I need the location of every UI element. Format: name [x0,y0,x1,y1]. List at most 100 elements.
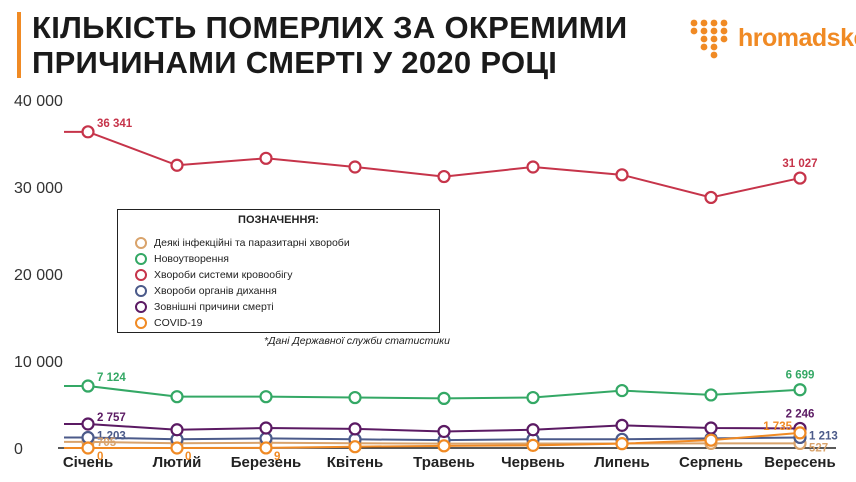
data-point [437,424,451,439]
logo-dot [710,43,718,51]
data-point [526,390,540,405]
data-point [81,417,95,431]
series-1 [64,379,807,406]
x-tick-label: Лютий [153,454,202,471]
logo-dot [690,19,698,27]
y-tick-label: 20 000 [14,267,63,284]
data-point [81,125,95,139]
hromadske-logo: hromadske [688,18,856,62]
legend-item: Зовнішні причини смерті [134,300,274,314]
legend-item-label: Деякі інфекційні та паразитарні хвороби [154,237,350,249]
chart-title-line-2: ПРИЧИНАМИ СМЕРТІ У 2020 РОЦІ [32,45,558,80]
data-point [704,388,718,402]
data-point [704,190,718,205]
logo-dot [720,27,728,35]
legend-title: ПОЗНАЧЕННЯ: [238,214,319,226]
data-label: 36 341 [97,118,133,130]
legend-marker-icon [135,237,147,249]
data-point [170,441,184,455]
legend-marker-icon [135,317,147,329]
legend-item: Хвороби органів дихання [134,284,277,298]
source-note: *Дані Державної служби статистики [264,335,450,347]
logo-dot [720,19,728,27]
data-point [170,390,184,404]
logo-dot [720,35,728,43]
data-point [437,169,451,184]
logo-dot [700,19,708,27]
x-tick-label: Квітень [327,454,384,471]
data-label: 2 246 [786,408,815,420]
data-point [526,423,540,437]
legend-item: COVID-19 [134,316,202,330]
data-point [170,158,184,172]
data-point [526,160,540,174]
logo-dot [700,43,708,51]
logo-dot [710,51,718,59]
data-point [170,423,184,437]
data-point [81,441,95,455]
data-point [348,160,362,174]
y-tick-label: 10 000 [14,354,63,371]
logo-dot [700,27,708,35]
x-tick-label: Травень [413,454,475,471]
legend-marker-icon [135,301,147,313]
series-line [64,423,801,433]
legend-item-label: Хвороби системи кровообігу [154,269,293,281]
legend-item: Хвороби системи кровообігу [134,268,293,282]
data-point [259,151,273,165]
y-tick-label: 0 [14,441,23,458]
series-line [64,385,801,400]
data-point [259,441,273,455]
data-label: 2 757 [97,412,126,424]
data-point [81,379,95,393]
data-point [259,421,273,435]
data-point [348,440,362,454]
legend-marker-icon [135,285,147,297]
legend-item-label: Хвороби органів дихання [154,285,277,297]
logo-dot [690,27,698,35]
data-label: 1 213 [809,430,838,442]
hromadske-logo-dots-icon [690,19,728,59]
x-tick-label: Серпень [679,454,743,471]
data-point [348,422,362,436]
data-point [615,437,629,451]
legend-item: Деякі інфекційні та паразитарні хвороби [134,236,350,250]
logo-dot [700,35,708,43]
series-line [64,431,801,449]
data-point [793,171,807,185]
series-0 [64,125,807,205]
logo-dot [710,35,718,43]
x-tick-label: Вересень [764,454,835,471]
data-point [793,383,807,397]
data-point [793,426,807,440]
brand-name: hromadske [738,24,856,52]
data-label: 9 [274,451,280,463]
legend-item: Новоутворення [134,252,229,266]
x-tick-label: Липень [594,454,649,471]
logo-dot [710,27,718,35]
series-line [64,440,801,445]
legend: ПОЗНАЧЕННЯ: Деякі інфекційні та паразита… [117,209,440,333]
series-line [64,130,801,199]
series-line [64,436,801,442]
data-label: 1 203 [97,431,126,443]
legend-item-label: COVID-19 [154,317,203,329]
x-tick-label: Червень [501,454,565,471]
data-label: 1 735 [763,421,792,433]
y-tick-label: 40 000 [14,93,63,110]
data-point [81,430,95,445]
series-2 [64,417,807,439]
data-point [704,433,718,447]
data-point [704,421,718,435]
chart-title: КІЛЬКІСТЬ ПОМЕРЛИХ ЗА ОКРЕМИМИ ПРИЧИНАМИ… [32,10,628,80]
x-tick-label: Січень [63,454,113,471]
data-label: 31 027 [782,158,817,170]
data-point [259,390,273,404]
title-accent-bar [17,12,21,78]
data-label: 6 699 [786,370,815,382]
data-point [615,168,629,182]
data-point [615,383,629,398]
data-label: 705 [97,437,117,449]
data-point [437,391,451,406]
